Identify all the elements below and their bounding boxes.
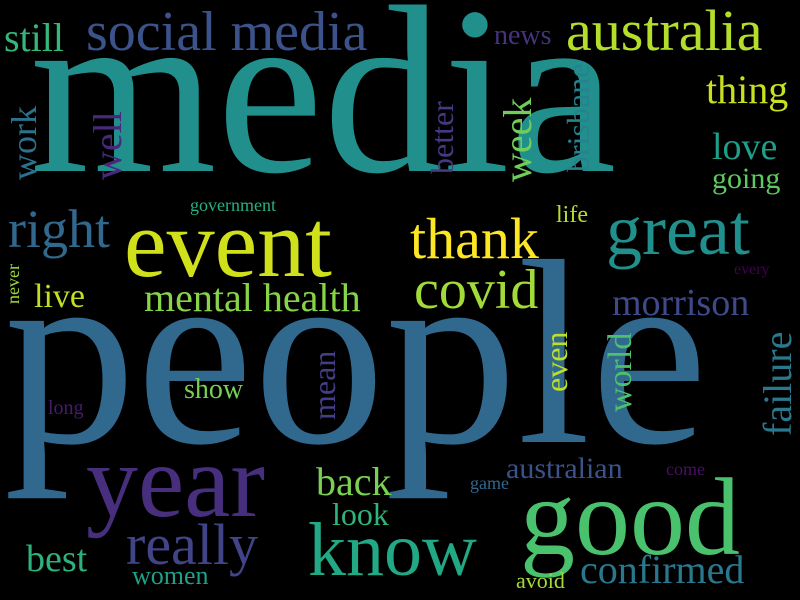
word-thank: thank — [410, 206, 539, 271]
word-world: world — [602, 332, 639, 412]
word-never: never — [3, 264, 23, 304]
word-live: live — [34, 278, 85, 315]
word-event: event — [124, 190, 332, 297]
word-look: look — [332, 496, 389, 532]
word-love: love — [712, 126, 778, 168]
word-media: media — [30, 0, 617, 223]
word-great: great — [606, 190, 750, 270]
word-game: game — [470, 473, 509, 493]
word-good: good — [520, 456, 740, 578]
word-mean: mean — [306, 350, 342, 420]
word-know: know — [308, 508, 477, 592]
word-every: every — [734, 261, 770, 278]
word-come: come — [666, 459, 705, 479]
word-best: best — [26, 538, 88, 580]
word-people: people — [4, 208, 708, 500]
word-really: really — [126, 512, 259, 577]
word-failure: failure — [755, 331, 800, 436]
word-right: right — [8, 199, 110, 259]
word-australia: australia — [566, 0, 763, 63]
word-covid: covid — [414, 259, 539, 321]
word-even: even — [538, 331, 574, 392]
word-social-media: social media — [86, 1, 368, 63]
word-confirmed: confirmed — [580, 547, 745, 592]
word-australian: australian — [506, 452, 623, 485]
word-still: still — [4, 15, 65, 60]
word-work: work — [4, 106, 44, 180]
word-women: women — [132, 561, 209, 590]
word-back: back — [316, 459, 392, 504]
word-week: week — [495, 97, 540, 182]
word-going: going — [712, 162, 781, 195]
word-long: long — [48, 397, 84, 419]
word-life: life — [556, 202, 588, 228]
word-year: year — [86, 424, 265, 539]
word-well: well — [85, 111, 130, 180]
word-news: news — [494, 20, 552, 51]
word-mental-health: mental health — [144, 275, 361, 320]
word-brisbane: brisbane — [560, 63, 596, 172]
word-avoid: avoid — [516, 568, 565, 593]
word-morrison: morrison — [612, 282, 750, 324]
word-better: better — [424, 101, 460, 174]
word-thing: thing — [706, 67, 789, 112]
word-government: government — [190, 195, 276, 215]
word-show: show — [184, 374, 244, 405]
